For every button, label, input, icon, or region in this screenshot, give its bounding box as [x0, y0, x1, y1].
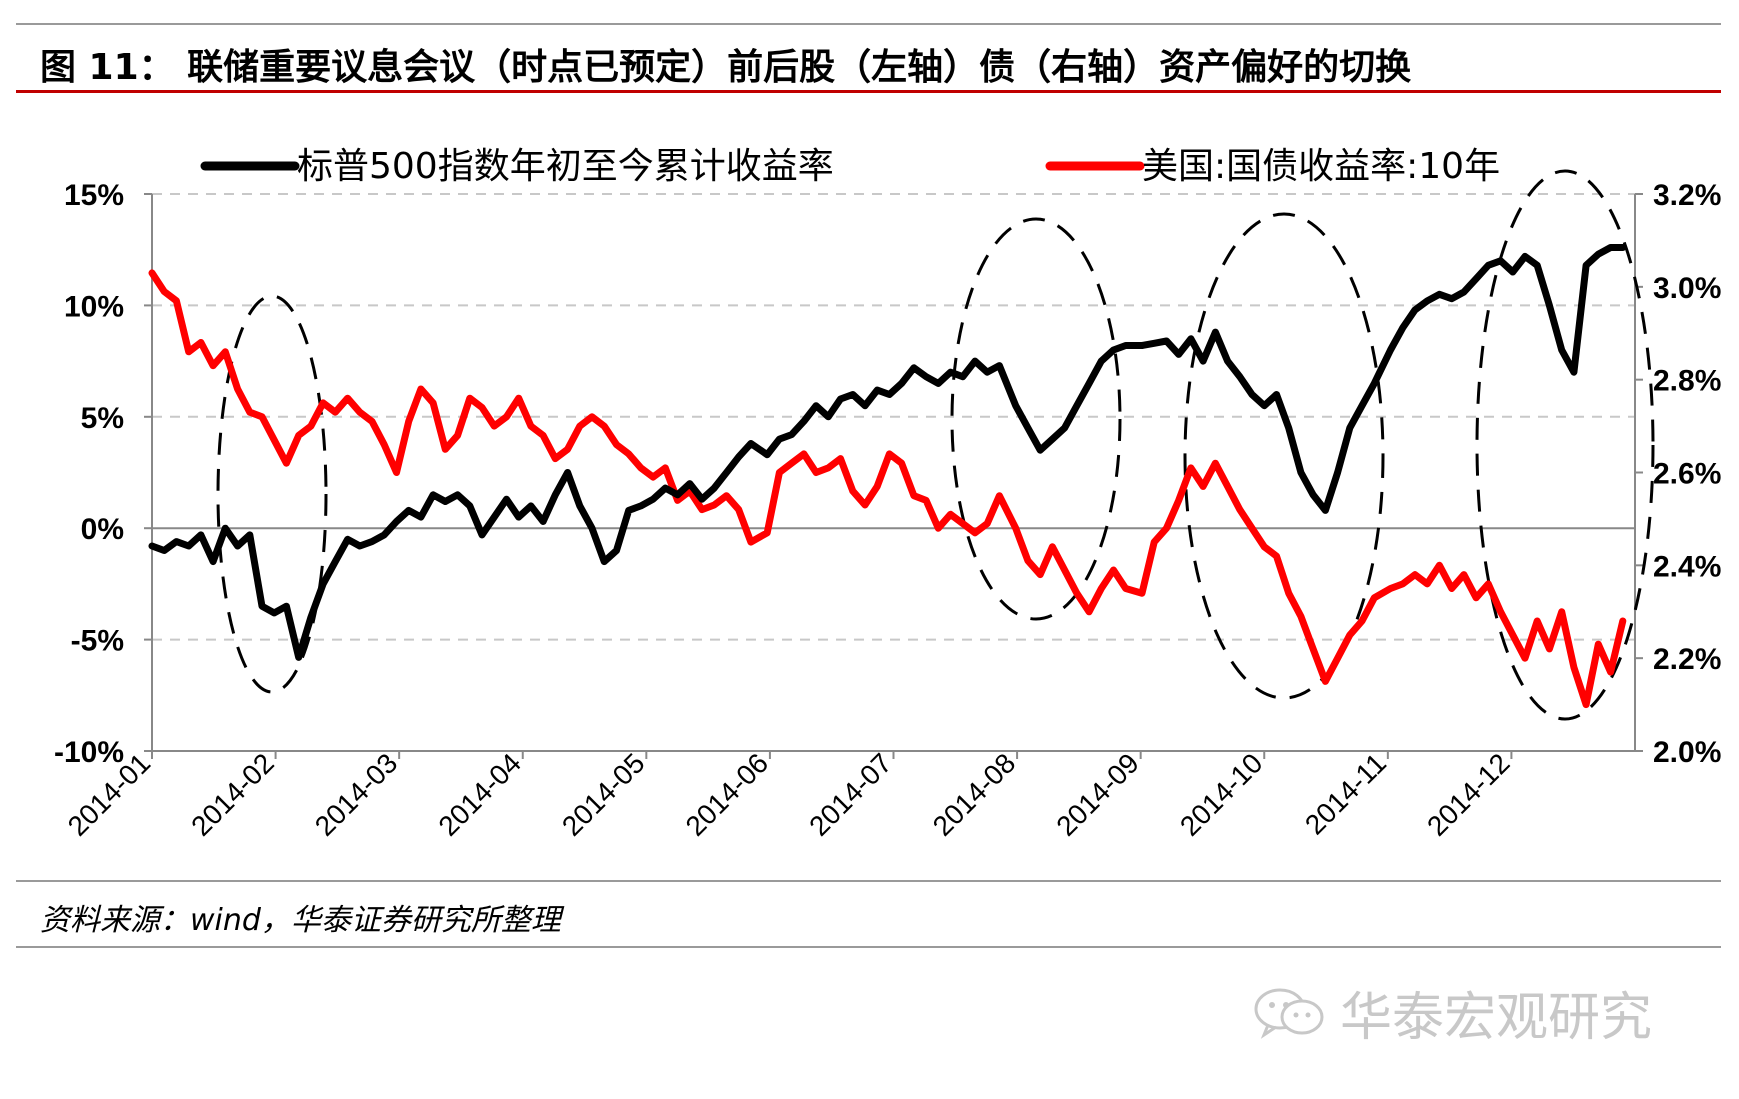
left-tick-label: -5% — [71, 625, 124, 658]
left-tick-label: 0% — [81, 513, 124, 546]
x-tick-label: 2014-07 — [803, 747, 898, 842]
axes — [151, 194, 1636, 752]
x-tick-label: 2014-12 — [1421, 747, 1516, 842]
x-tick-label: 2014-03 — [309, 747, 404, 842]
x-tick-label: 2014-08 — [927, 747, 1022, 842]
annotation-ellipse — [1475, 169, 1655, 721]
chart: 15% 10% 5% 0% -5% -10% 3.2% 3.0% 2.8% 2.6% 2.4% 2.… — [54, 146, 1721, 842]
x-tick-label: 2014-11 — [1299, 747, 1392, 840]
x-tick-label: 2014-09 — [1050, 747, 1145, 842]
x-tick-label: 2014-10 — [1174, 747, 1269, 842]
right-tick-label: 2.8% — [1653, 365, 1721, 398]
x-tick-label: 2014-06 — [680, 747, 775, 842]
right-tick-label: 2.2% — [1653, 643, 1721, 676]
series-lines — [148, 244, 1627, 709]
x-tick-label: 2014-02 — [185, 747, 280, 842]
right-axis-ticks: 3.2% 3.0% 2.8% 2.6% 2.4% 2.2% 2.0% — [1635, 179, 1721, 769]
right-tick-label: 3.0% — [1653, 272, 1721, 305]
gridlines — [152, 193, 1635, 641]
legend: 标普500指数年初至今累计收益率 美国:国债收益率:10年 — [200, 146, 1500, 187]
watermark-text: 华泰宏观研究 — [1340, 988, 1653, 1048]
right-tick-label: 2.4% — [1653, 550, 1721, 583]
wechat-icon — [1254, 988, 1324, 1039]
right-tick-label: 2.0% — [1653, 736, 1721, 769]
left-tick-label: 5% — [81, 402, 124, 435]
left-tick-label: 15% — [64, 179, 124, 212]
figure-title: 图 11： 联储重要议息会议（时点已预定）前后股（左轴）债（右轴）资产偏好的切换 — [40, 47, 1412, 88]
annotation-ellipse — [1183, 212, 1385, 700]
left-axis-ticks: 15% 10% 5% 0% -5% -10% — [54, 179, 152, 769]
right-tick-label: 3.2% — [1653, 179, 1721, 212]
left-tick-label: 10% — [64, 290, 124, 323]
x-axis-ticks: 2014-01 2014-02 2014-03 2014-04 2014-05 2014-… — [62, 747, 1516, 842]
left-tick-label: -10% — [54, 736, 124, 769]
legend-label: 美国:国债收益率:10年 — [1142, 146, 1500, 187]
us10y-yield-line — [148, 269, 1627, 709]
source-bottom-rule — [16, 946, 1721, 948]
title-underline — [16, 90, 1721, 93]
source-top-rule — [16, 880, 1721, 882]
x-tick-label: 2014-04 — [432, 747, 527, 842]
legend-label: 标普500指数年初至今累计收益率 — [297, 146, 834, 187]
watermark: 华泰宏观研究 — [1250, 975, 1652, 1050]
annotation-ellipses — [216, 169, 1655, 721]
source-note: 资料来源：wind，华泰证券研究所整理 — [40, 903, 561, 938]
sp500-return-line — [148, 244, 1627, 661]
annotation-ellipse — [950, 217, 1122, 621]
x-tick-label: 2014-05 — [556, 747, 651, 842]
top-rule — [16, 23, 1721, 25]
annotation-ellipse — [216, 294, 328, 694]
right-tick-label: 2.6% — [1653, 458, 1721, 491]
